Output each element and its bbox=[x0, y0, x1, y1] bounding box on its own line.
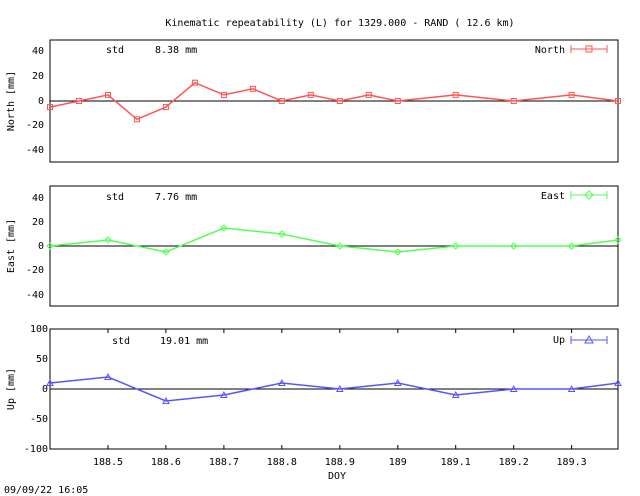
north-data-point bbox=[615, 98, 621, 104]
north-data-point bbox=[452, 91, 459, 98]
up-ytick-label: 100 bbox=[30, 324, 48, 335]
up-data-point bbox=[509, 384, 518, 392]
up-panel: Up [mm] 100 50 0 -50 -100 std 19.01 mm U… bbox=[6, 324, 622, 482]
north-data-point bbox=[249, 85, 256, 92]
north-ytick-label: -40 bbox=[26, 145, 44, 156]
east-std-label: std bbox=[106, 192, 124, 203]
north-data-point bbox=[365, 91, 372, 98]
north-ytick-label: 0 bbox=[38, 96, 44, 107]
east-data-point bbox=[278, 230, 286, 238]
up-std-label: std bbox=[112, 336, 130, 347]
x-tick-label: 188.5 bbox=[93, 457, 123, 468]
north-data-point bbox=[510, 98, 517, 104]
east-data-point bbox=[452, 242, 460, 250]
east-ytick-label: -20 bbox=[26, 265, 44, 276]
x-tick-label: 188.6 bbox=[151, 457, 181, 468]
up-data-point bbox=[277, 378, 286, 386]
east-panel: East [mm] 40 20 0 -20 -40 std 7.76 mm Ea… bbox=[6, 185, 622, 307]
east-ytick-label: 0 bbox=[38, 241, 44, 252]
timestamp: 09/09/22 16:05 bbox=[4, 485, 88, 496]
east-series bbox=[46, 224, 622, 256]
up-data-point bbox=[46, 378, 54, 386]
north-data-point bbox=[162, 104, 169, 111]
east-data-point bbox=[104, 236, 112, 244]
north-ytick-label: 20 bbox=[32, 71, 44, 82]
chart-title: Kinematic repeatability (L) for 1329.000… bbox=[165, 18, 514, 29]
x-tick-label: 189.3 bbox=[557, 457, 587, 468]
north-series-line bbox=[49, 81, 619, 121]
x-tick-label: 188.8 bbox=[267, 457, 297, 468]
east-legend-label: East bbox=[541, 191, 565, 202]
north-panel: North [mm] 40 20 0 -20 -40 std 8.38 mm N… bbox=[6, 39, 621, 163]
up-ytick-label: 0 bbox=[42, 384, 48, 395]
north-legend-marker bbox=[570, 45, 608, 53]
east-legend-marker bbox=[570, 190, 608, 200]
up-std-value: 19.01 mm bbox=[160, 336, 208, 347]
up-legend-label: Up bbox=[553, 335, 565, 346]
up-series-line bbox=[49, 376, 619, 402]
east-data-point bbox=[220, 224, 228, 232]
east-data-point bbox=[614, 236, 622, 244]
x-tick-label: 189.1 bbox=[441, 457, 471, 468]
up-data-point bbox=[567, 384, 576, 392]
east-data-point bbox=[509, 242, 518, 250]
east-ytick-label: 40 bbox=[32, 193, 44, 204]
east-data-point bbox=[46, 242, 54, 250]
x-tick-label: 189 bbox=[389, 457, 407, 468]
north-series bbox=[47, 79, 621, 123]
north-data-point bbox=[191, 79, 198, 86]
x-axis-label: DOY bbox=[328, 471, 346, 482]
north-data-point bbox=[133, 116, 140, 123]
north-std-label: std bbox=[106, 45, 124, 56]
north-ytick-label: 40 bbox=[32, 46, 44, 57]
north-data-point bbox=[278, 98, 285, 104]
up-ytick-label: 50 bbox=[36, 354, 48, 365]
east-std-value: 7.76 mm bbox=[155, 192, 197, 203]
north-ylabel: North [mm] bbox=[6, 71, 17, 131]
up-data-point bbox=[393, 378, 402, 386]
up-legend-marker bbox=[570, 334, 608, 344]
north-data-point bbox=[76, 98, 82, 104]
east-ytick-label: 20 bbox=[32, 217, 44, 228]
east-series-line bbox=[49, 227, 619, 253]
up-data-point bbox=[162, 396, 170, 404]
up-data-point bbox=[614, 378, 622, 386]
x-tick-label: 188.9 bbox=[325, 457, 355, 468]
east-data-point bbox=[162, 248, 170, 256]
east-data-point bbox=[567, 242, 576, 250]
north-std-value: 8.38 mm bbox=[155, 45, 197, 56]
x-axis-ticks: 188.5 188.6 188.7 188.8 188.9 189 189.1 189.2 18… bbox=[93, 329, 587, 468]
up-ytick-label: -100 bbox=[24, 444, 48, 455]
north-data-point bbox=[336, 98, 343, 104]
north-legend-label: North bbox=[535, 45, 565, 56]
north-data-point bbox=[105, 91, 111, 98]
north-ytick-label: -20 bbox=[26, 120, 44, 131]
up-ytick-label: -50 bbox=[30, 414, 48, 425]
up-data-point bbox=[335, 384, 344, 392]
east-ylabel: East [mm] bbox=[6, 219, 17, 273]
up-series bbox=[46, 372, 622, 404]
east-data-point bbox=[336, 242, 344, 250]
north-data-point bbox=[220, 91, 227, 98]
north-data-point bbox=[394, 98, 401, 104]
up-data-point bbox=[104, 372, 112, 380]
x-tick-label: 189.2 bbox=[499, 457, 529, 468]
up-ylabel: Up [mm] bbox=[6, 368, 17, 410]
up-data-point bbox=[451, 390, 460, 398]
up-data-point bbox=[220, 390, 228, 398]
x-tick-label: 188.7 bbox=[209, 457, 239, 468]
north-data-point bbox=[47, 104, 53, 111]
east-data-point bbox=[394, 248, 402, 256]
north-data-point bbox=[307, 91, 314, 98]
east-ytick-label: -40 bbox=[26, 290, 44, 301]
north-data-point bbox=[568, 91, 575, 98]
